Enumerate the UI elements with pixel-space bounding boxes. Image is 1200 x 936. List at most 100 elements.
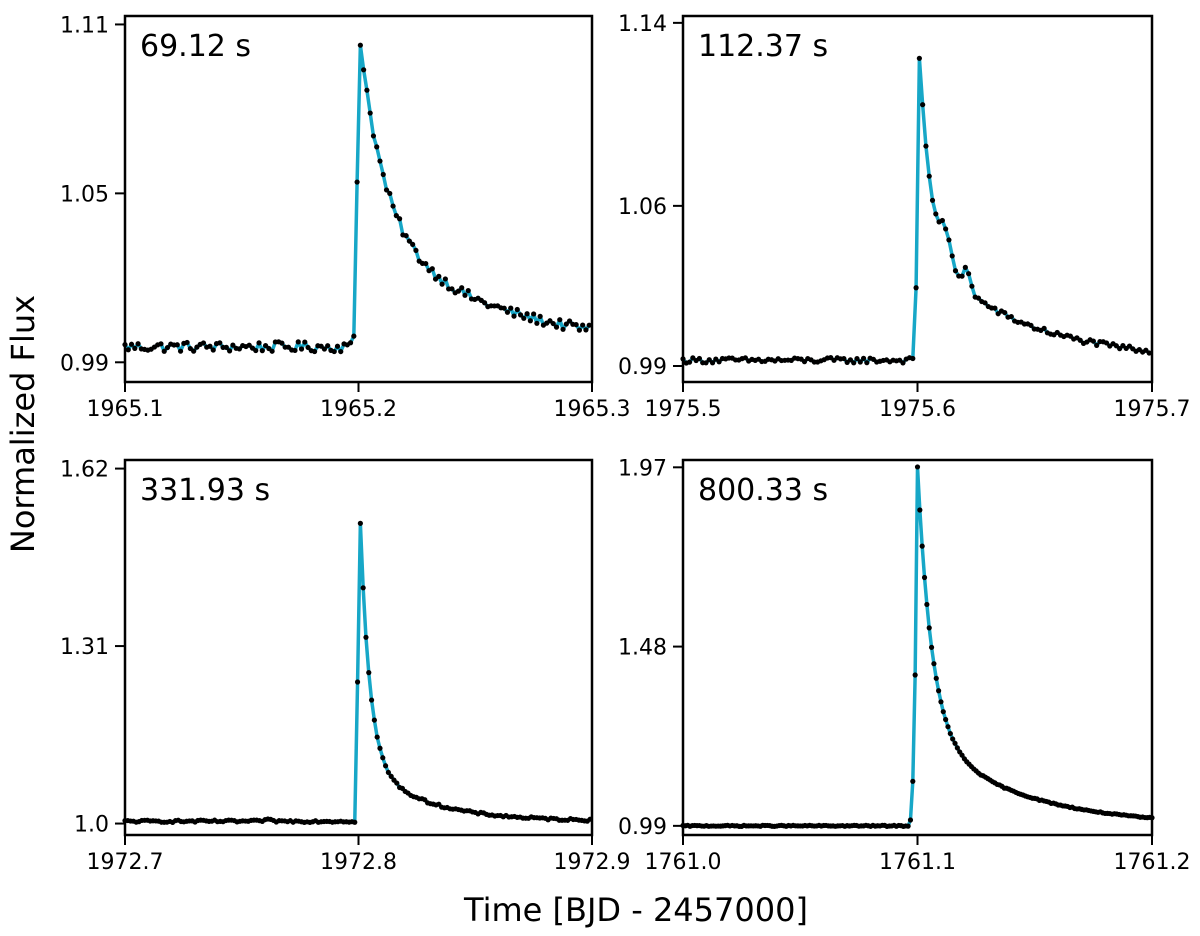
flux-point [966,271,972,277]
flux-point [292,347,298,354]
flux-point [312,348,318,355]
flux-point [954,745,960,751]
flux-point [917,507,923,513]
flux-point [410,241,416,248]
flux-point [442,276,448,282]
flux-point [295,339,301,345]
flux-point [394,780,400,786]
x-tick-label: 1975.5 [645,397,722,422]
flux-point [413,247,419,253]
flux-point [560,326,566,332]
x-tick-label: 1965.1 [87,397,164,422]
y-tick-label: 1.31 [60,635,109,660]
x-tick-label: 1972.8 [320,850,397,875]
flux-point [920,102,926,108]
flux-point [531,311,537,317]
flux-point [459,285,465,291]
flux-point [508,305,514,311]
flux-point [269,348,275,354]
flux-point [383,187,390,193]
flux-point [586,322,592,328]
flux-point [931,661,937,667]
flux-point [331,348,337,355]
flux-point [210,347,216,353]
flux-point [174,342,180,348]
flux-point [227,348,233,354]
flux-point [253,347,259,354]
flux-point [177,348,184,354]
x-tick-label: 1975.7 [1114,397,1191,422]
flux-point [517,312,524,318]
flux-point [380,755,386,761]
flux-point [943,226,949,232]
flux-point [360,585,366,591]
flux-point [716,359,722,365]
flux-point [914,464,921,470]
flux-point [537,313,543,319]
flux-point [351,333,357,339]
flux-point [380,171,386,178]
flux-point [158,341,164,347]
flux-point [259,348,265,354]
flux-line [681,465,1154,829]
flux-point [357,42,363,48]
flux-point [354,179,360,185]
flux-point [1146,350,1152,356]
flux-point [933,675,939,681]
flux-point [217,340,223,346]
flux-point [298,346,305,352]
flux-point [361,67,367,73]
flux-point [900,360,906,366]
flux-point [1103,340,1110,346]
flux-point [950,736,956,742]
flux-point [703,360,709,366]
flux-point [504,309,511,315]
flux-point [374,144,380,150]
flux-point [921,574,928,581]
flux-point [357,520,363,526]
flux-point [923,143,929,149]
flux-point [403,233,409,239]
flux-point [936,688,942,694]
flux-point [696,355,703,362]
flux-point [449,286,455,292]
cadence-label: 69.12 s [140,29,251,64]
flux-point [161,348,167,354]
x-tick-label: 1975.6 [879,397,956,422]
flux-point [354,679,361,685]
flux-point [933,211,939,217]
flux-point [390,203,396,209]
flux-point [982,300,988,306]
flux-line [681,56,1151,365]
flux-point [387,190,393,197]
y-axis-title: Normalized Flux [4,295,42,553]
flux-point [374,734,380,740]
y-tick-label: 0.99 [618,355,667,380]
flux-point [501,305,507,311]
flux-point [439,281,445,287]
flux-point [524,311,530,317]
flux-point [851,360,857,366]
flux-point [913,285,919,291]
flux-point [940,709,946,715]
panel-332s: 1972.7 1972.8 1972.9 1.0 1.31 1.62 331.93 s [60,458,630,875]
flux-point [1094,342,1100,348]
flux-point [992,305,998,311]
panel-112s: 1975.5 1975.6 1975.7 0.99 1.06 1.14 112.37 s [618,12,1190,422]
flux-point [338,348,344,355]
flux-point [1077,337,1083,343]
flux-point [910,778,916,784]
flux-point [860,355,867,361]
flux-point [926,625,932,631]
flux-point [905,823,911,829]
flux-point [236,346,243,352]
flux-point [926,173,932,179]
flux-point [368,697,375,703]
cadence-label: 112.37 s [698,29,828,64]
flux-point [135,341,141,347]
flux-point [943,716,949,723]
x-tick-label: 1972.7 [87,850,164,875]
flux-point [521,315,527,321]
flux-point [962,264,968,270]
flux-line [123,521,592,825]
